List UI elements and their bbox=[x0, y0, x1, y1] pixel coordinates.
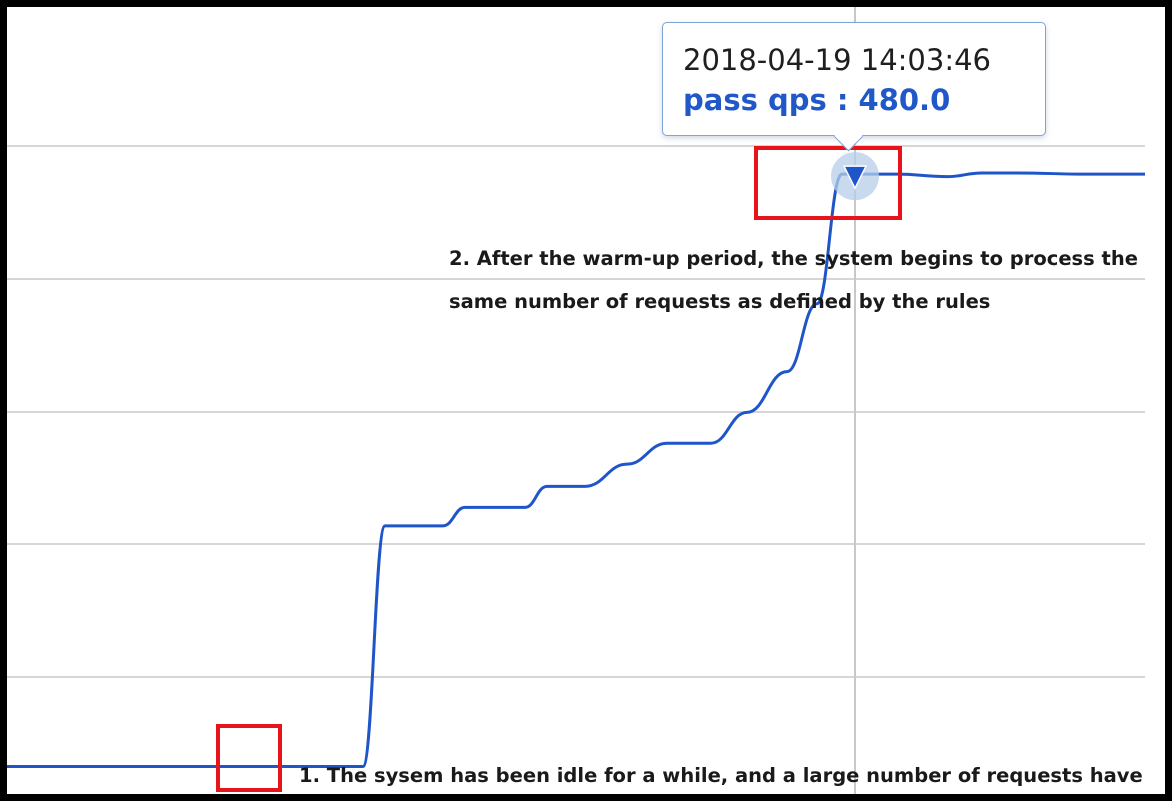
annotation-2-line-2: same number of requests as defined by th… bbox=[449, 290, 991, 313]
data-point-5 bbox=[251, 765, 255, 769]
data-point-8 bbox=[383, 524, 387, 528]
data-point-3 bbox=[205, 765, 209, 769]
annotation-1-line-1: 1. The sysem has been idle for a while, … bbox=[299, 764, 1143, 787]
highlight-box-warmed bbox=[754, 146, 902, 220]
data-point-26 bbox=[1085, 172, 1089, 176]
data-point-4 bbox=[243, 765, 247, 769]
data-point-25 bbox=[1015, 171, 1019, 175]
series-line bbox=[7, 171, 1145, 769]
annotation-warmup-complete: 2. After the warm-up period, the system … bbox=[449, 237, 1138, 323]
data-point-24 bbox=[980, 171, 984, 175]
data-point-14 bbox=[625, 462, 629, 466]
annotation-idle-start: 1. The sysem has been idle for a while, … bbox=[299, 754, 1143, 794]
tooltip-value: pass qps : 480.0 bbox=[683, 83, 951, 117]
data-point-17 bbox=[745, 410, 749, 414]
annotation-2-line-1: 2. After the warm-up period, the system … bbox=[449, 247, 1138, 270]
data-point-11 bbox=[523, 505, 527, 509]
data-point-9 bbox=[441, 524, 445, 528]
highlight-box-idle bbox=[216, 724, 282, 792]
data-point-16 bbox=[709, 441, 713, 445]
data-point-12 bbox=[545, 484, 549, 488]
highlight-marker-icon bbox=[842, 165, 868, 190]
data-point-1 bbox=[85, 765, 89, 769]
data-point-27 bbox=[1143, 172, 1147, 176]
data-point-15 bbox=[665, 441, 669, 445]
data-tooltip: 2018-04-19 14:03:46 pass qps : 480.0 bbox=[662, 22, 1046, 152]
tooltip-timestamp: 2018-04-19 14:03:46 bbox=[683, 43, 991, 77]
data-point-10 bbox=[463, 505, 467, 509]
data-point-2 bbox=[165, 765, 169, 769]
data-point-13 bbox=[583, 484, 587, 488]
data-point-6 bbox=[267, 765, 271, 769]
data-point-23 bbox=[945, 175, 949, 179]
data-point-18 bbox=[785, 370, 789, 374]
